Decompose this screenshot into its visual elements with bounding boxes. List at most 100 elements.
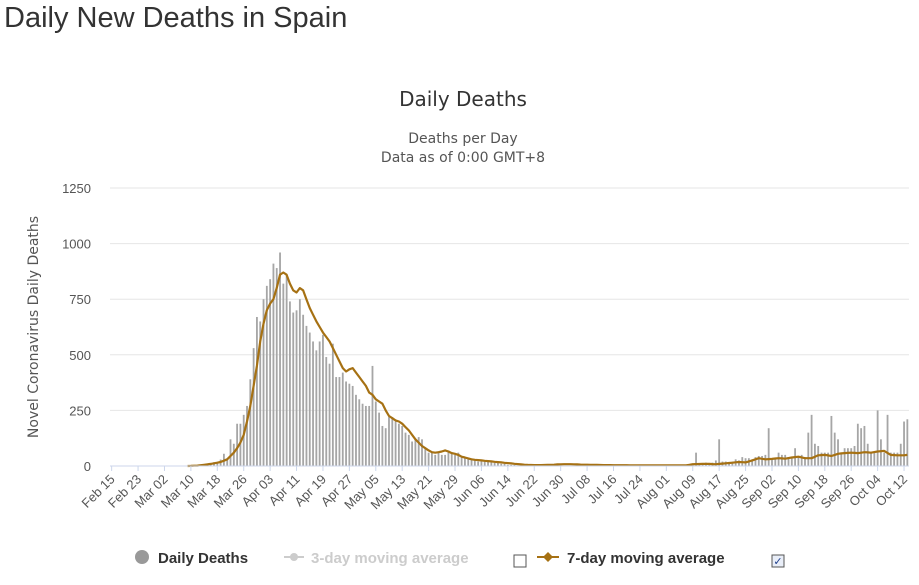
x-tick-label: Jul 08 xyxy=(558,472,593,507)
bar xyxy=(232,443,235,466)
bar-series-daily-deaths xyxy=(186,252,909,466)
bar xyxy=(820,452,823,466)
bar xyxy=(780,454,783,466)
bar xyxy=(447,450,450,466)
bar xyxy=(262,299,265,466)
chart-subtitle-line-2: Data as of 0:00 GMT+8 xyxy=(381,150,545,166)
bar xyxy=(876,410,879,466)
bar xyxy=(371,365,374,466)
bar xyxy=(833,432,836,466)
bar xyxy=(464,457,466,466)
legend-marker-7-day-average-diamond-icon xyxy=(543,552,553,562)
bar xyxy=(480,460,483,466)
bar xyxy=(513,464,516,466)
bar xyxy=(345,381,347,466)
bar xyxy=(510,464,513,466)
bar xyxy=(467,459,470,466)
bar xyxy=(407,434,410,466)
bar xyxy=(417,437,420,466)
checkmark-icon: ✓ xyxy=(773,555,782,568)
bar xyxy=(289,301,291,466)
bar xyxy=(256,316,258,466)
bar xyxy=(777,452,780,466)
bar xyxy=(312,341,314,466)
bar xyxy=(761,455,763,466)
bar xyxy=(896,452,899,466)
bar xyxy=(804,457,806,466)
bar xyxy=(285,274,288,466)
bar xyxy=(460,457,463,466)
bar xyxy=(718,439,721,466)
bar xyxy=(401,425,404,466)
bar xyxy=(883,452,886,466)
bar xyxy=(328,363,331,466)
bar xyxy=(797,457,800,466)
bar xyxy=(840,452,843,466)
bar xyxy=(473,459,476,466)
bar xyxy=(457,452,460,466)
bar xyxy=(886,414,889,466)
bar xyxy=(728,462,730,466)
y-tick-label-250: 250 xyxy=(69,403,91,418)
checkbox-3-day-average[interactable] xyxy=(513,554,527,568)
bar xyxy=(450,452,453,466)
bar xyxy=(421,439,423,466)
bar xyxy=(348,383,351,466)
checkbox-7-day-average[interactable] xyxy=(771,554,785,568)
bar xyxy=(856,423,859,466)
bar xyxy=(242,414,245,466)
bar xyxy=(252,348,255,466)
bar xyxy=(823,452,826,466)
bar xyxy=(738,460,740,466)
bar xyxy=(827,452,830,466)
bar xyxy=(229,439,232,466)
bar xyxy=(830,415,833,466)
bar xyxy=(246,405,248,466)
bar xyxy=(497,462,499,466)
bar xyxy=(282,283,285,466)
bar xyxy=(500,463,503,466)
bar xyxy=(315,350,318,466)
bar xyxy=(487,461,489,466)
bar xyxy=(506,464,509,466)
bar xyxy=(866,443,869,466)
bar xyxy=(698,464,701,466)
bar xyxy=(764,454,767,466)
bar xyxy=(431,452,433,466)
y-tick-label-0: 0 xyxy=(84,459,91,474)
legend-item-7-day-average[interactable]: 7-day moving average xyxy=(537,550,725,567)
bar xyxy=(394,421,397,466)
bar xyxy=(434,454,437,466)
bar xyxy=(269,279,272,466)
y-axis-ticks: 0 250 500 750 1000 1250 xyxy=(62,181,91,474)
bar xyxy=(295,310,298,466)
legend-item-3-day-average[interactable]: 3-day moving average xyxy=(284,550,469,567)
bar xyxy=(860,428,863,466)
line-series-7-day-average xyxy=(187,271,908,468)
bar xyxy=(893,452,896,466)
bar xyxy=(503,463,506,466)
page-title: Daily New Deaths in Spain xyxy=(4,2,348,34)
bar xyxy=(292,312,295,466)
bar xyxy=(236,423,239,466)
bar xyxy=(341,372,344,466)
bar xyxy=(757,455,760,466)
bar xyxy=(873,452,876,466)
legend-item-daily-deaths[interactable]: Daily Deaths xyxy=(135,550,248,567)
y-tick-label-1250: 1250 xyxy=(62,181,91,196)
grid-lines xyxy=(110,187,909,411)
bar xyxy=(790,458,793,466)
bar xyxy=(331,343,334,466)
bar xyxy=(378,412,380,466)
bar xyxy=(427,452,430,466)
bar xyxy=(381,425,384,466)
bar xyxy=(279,252,281,466)
bar xyxy=(493,462,496,466)
chart-subtitle-line-1: Deaths per Day xyxy=(408,131,517,147)
bar xyxy=(437,452,440,466)
bar xyxy=(787,457,790,466)
bar xyxy=(754,457,757,466)
line-7-day-average xyxy=(187,271,908,468)
bar xyxy=(424,448,427,466)
bar xyxy=(843,448,846,466)
